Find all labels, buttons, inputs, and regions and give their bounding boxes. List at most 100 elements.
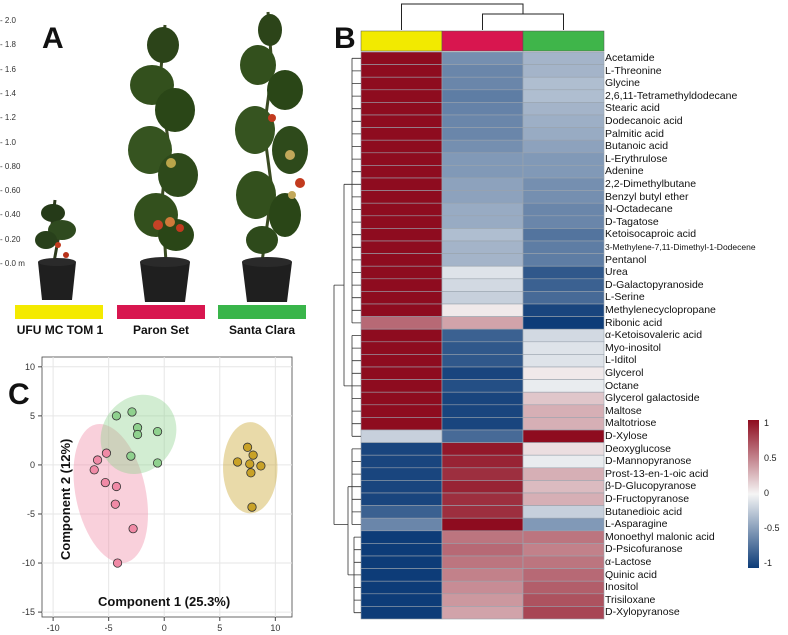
data-point	[132, 429, 143, 440]
heatmap-cell	[360, 228, 443, 242]
metabolite-label: N-Octadecane	[605, 203, 673, 216]
legend-tick: -0.5	[764, 523, 780, 533]
heatmap-cell	[441, 328, 524, 343]
data-point	[127, 407, 137, 417]
heatmap-cell	[441, 366, 524, 380]
heatmap-cell	[441, 114, 524, 128]
pca-y-label: Component 2 (12%)	[58, 438, 73, 560]
metabolite-label: Quinic acid	[605, 568, 657, 581]
heatmap-cell	[441, 568, 524, 582]
heatmap-cell	[441, 454, 524, 469]
heatmap-cell	[441, 404, 524, 418]
legend-tick: 0	[764, 488, 770, 498]
heatmap-cell	[441, 139, 524, 154]
heatmap-cell	[522, 328, 605, 343]
heatmap-cell	[441, 580, 524, 595]
heatmap-cell	[441, 517, 524, 532]
heatmap-cell	[360, 442, 443, 456]
metabolite-label: D-Fructopyranose	[605, 493, 690, 505]
metabolite-label: Glycerol galactoside	[605, 392, 700, 405]
scale-tick: - 1.8	[0, 40, 17, 50]
metabolite-label: Urea	[605, 266, 628, 279]
metabolite-label: Prost-13-en-1-oic acid	[605, 467, 709, 480]
group-color-bar	[522, 30, 605, 52]
heatmap-cell	[522, 391, 605, 406]
metabolite-label: L-Threonine	[605, 64, 662, 77]
y-tick-label: -5	[27, 509, 35, 519]
data-point	[242, 442, 253, 452]
metabolite-label: β-D-Glucopyranose	[605, 480, 697, 493]
metabolite-label: Deoxyglucose	[605, 442, 671, 455]
heatmap-cell	[360, 165, 443, 179]
heatmap-cell	[441, 492, 524, 506]
heatmap-cell	[522, 64, 605, 78]
heatmap-cell	[441, 265, 524, 280]
heatmap-cell	[522, 291, 605, 305]
metabolite-label: Inositol	[605, 581, 639, 594]
heatmap-cell	[522, 480, 605, 494]
heatmap-cell	[522, 202, 605, 217]
heatmap-cell	[522, 442, 605, 456]
heatmap-cell	[441, 102, 524, 116]
metabolite-label: L-Erythrulose	[605, 152, 668, 165]
heatmap-cell	[360, 580, 443, 595]
heatmap-cell	[522, 265, 605, 280]
heatmap-cell	[360, 89, 443, 103]
heatmap-cell	[441, 341, 524, 355]
metabolite-label: Glycine	[605, 77, 641, 90]
heatmap-cell	[522, 341, 605, 355]
heatmap-cell	[441, 417, 524, 431]
metabolite-label: Acetamide	[605, 52, 655, 64]
plant-label-1: UFU MC TOM 1	[16, 323, 104, 337]
metabolite-label: 2,2-Dimethylbutane	[605, 178, 697, 190]
heatmap-cell	[522, 543, 605, 557]
heatmap-cell	[360, 354, 443, 368]
heatmap-cell	[522, 253, 605, 267]
heatmap-cell	[522, 303, 605, 317]
heatmap-cell	[360, 366, 443, 380]
metabolite-label: 2,6,11-Tetramethyldodecane	[605, 89, 738, 102]
heatmap-cell	[522, 228, 605, 242]
x-tick-label: 5	[217, 623, 222, 633]
plant-color-bar-3	[218, 305, 306, 319]
metabolite-label: Myo-inositol	[605, 341, 662, 354]
heatmap-cell	[441, 64, 524, 78]
heatmap-cell	[360, 202, 443, 217]
data-point	[92, 455, 103, 465]
scale-tick: - 0.80	[0, 161, 21, 171]
scale-tick: - 1.4	[0, 88, 17, 98]
heatmap-cell	[522, 177, 605, 191]
heatmap-cell	[360, 429, 443, 443]
heatmap-cell	[522, 517, 605, 532]
heatmap-cell	[360, 480, 443, 494]
heatmap-cell	[522, 190, 605, 204]
heatmap-cell	[441, 177, 524, 191]
heatmap-cell	[360, 530, 443, 544]
heatmap-cell	[360, 64, 443, 78]
heatmap-cell	[441, 165, 524, 179]
heatmap-cell	[522, 152, 605, 166]
pca-plot: -10 -5 0 5 10 10 5 0 -5 -10 -15	[22, 356, 293, 633]
heatmap-cell	[522, 417, 605, 431]
heatmap-cell	[360, 316, 443, 330]
x-tick-label: 10	[270, 623, 280, 633]
scale-tick: - 0.60	[0, 186, 21, 196]
metabolite-label: Octane	[605, 379, 639, 392]
heatmap-cell	[360, 404, 443, 418]
heatmap-cell	[441, 240, 524, 254]
heatmap-cell	[360, 102, 443, 116]
data-point	[89, 465, 99, 475]
heatmap-cell	[441, 429, 524, 443]
metabolite-label: Palmitic acid	[605, 127, 664, 140]
data-point	[247, 502, 257, 512]
data-point	[111, 411, 122, 421]
data-point	[152, 458, 163, 468]
metabolite-label: D-Mannopyranose	[605, 455, 692, 468]
metabolite-label: α-Ketoisovaleric acid	[605, 329, 703, 342]
metabolite-label: Adenine	[605, 165, 644, 178]
metabolite-label: 3-Methylene-7,11-Dimethyl-1-Dodecene	[605, 242, 756, 252]
scale-tick: - 1.2	[0, 113, 17, 123]
y-tick-label: 5	[30, 411, 35, 421]
